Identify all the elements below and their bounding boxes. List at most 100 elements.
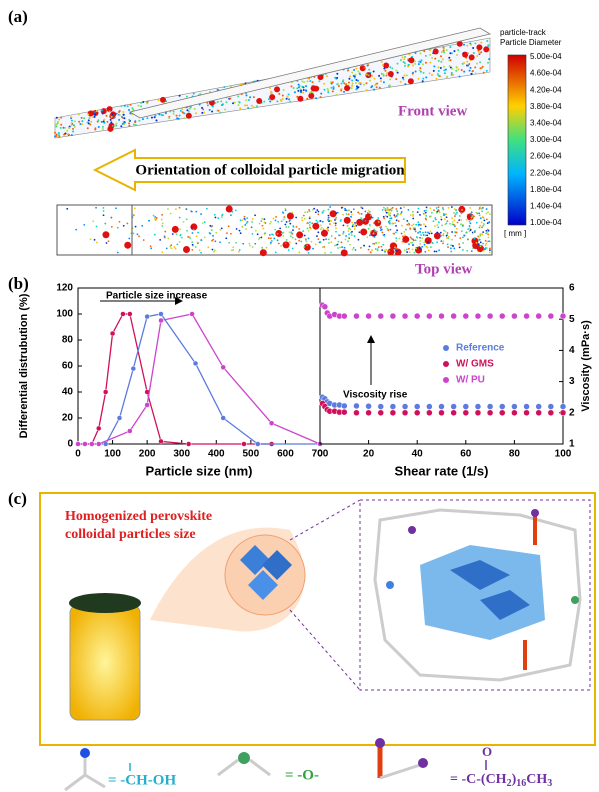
particle <box>416 211 419 213</box>
data-point <box>559 312 567 320</box>
particle <box>488 58 491 61</box>
particle <box>410 241 412 244</box>
data-point <box>462 403 470 410</box>
particle <box>469 66 472 69</box>
particle <box>373 234 376 237</box>
particle <box>417 63 420 66</box>
particle <box>335 227 337 230</box>
particle <box>456 221 459 224</box>
particle <box>477 236 480 239</box>
particle <box>282 241 290 249</box>
particle <box>440 51 443 54</box>
particle <box>116 226 119 229</box>
particle <box>308 217 311 220</box>
data-point <box>95 425 102 432</box>
particle <box>384 214 387 217</box>
particle <box>441 206 444 209</box>
formula-part: = -C-(CH <box>450 772 507 787</box>
particle <box>254 214 257 217</box>
particle <box>176 243 179 246</box>
particle <box>424 234 427 237</box>
particle <box>201 222 204 224</box>
particle <box>219 111 222 114</box>
particle <box>473 237 476 240</box>
data-point <box>486 409 494 417</box>
particle <box>248 242 251 245</box>
y-tick-label: 60 <box>62 361 74 372</box>
particle <box>350 231 352 234</box>
particle <box>327 208 330 211</box>
particle <box>370 86 373 89</box>
bond <box>249 758 271 777</box>
particle <box>394 246 396 249</box>
particle <box>476 55 479 58</box>
particle <box>441 58 444 61</box>
particle <box>353 228 356 230</box>
particle <box>237 95 240 98</box>
particle <box>277 242 280 245</box>
particle <box>460 219 463 221</box>
particle <box>289 235 292 238</box>
particle <box>251 233 254 235</box>
colorbar-label: 1.40e-04 <box>530 202 562 211</box>
particle <box>105 242 108 244</box>
particle <box>445 216 448 219</box>
particle <box>276 232 279 235</box>
particle <box>171 233 174 235</box>
particle <box>285 221 288 223</box>
particle <box>419 214 421 216</box>
particle <box>443 218 446 221</box>
particle <box>57 120 60 123</box>
particle <box>408 57 415 64</box>
particle <box>479 241 482 244</box>
data-point <box>547 312 555 320</box>
particle <box>487 44 490 47</box>
particle <box>256 98 263 105</box>
particle <box>259 249 267 257</box>
particle <box>485 208 488 210</box>
particle <box>160 113 163 116</box>
particle <box>395 208 398 210</box>
data-point <box>127 311 133 317</box>
particle <box>161 222 164 225</box>
particle <box>443 51 446 54</box>
particle <box>186 109 189 112</box>
particle <box>122 113 125 116</box>
particle <box>474 230 477 232</box>
particle <box>351 79 354 82</box>
x-tick-label: 200 <box>139 449 156 460</box>
particle <box>443 65 446 68</box>
particle <box>423 212 426 215</box>
particle <box>321 246 324 249</box>
particle <box>302 230 305 233</box>
particle <box>138 235 140 238</box>
particle <box>245 222 248 225</box>
particle <box>428 49 431 52</box>
particle <box>440 218 443 221</box>
particle <box>380 72 383 75</box>
particle <box>263 221 266 224</box>
particle <box>225 205 233 213</box>
particle <box>389 212 392 215</box>
data-point <box>413 409 421 417</box>
particle <box>203 236 206 239</box>
data-point <box>158 317 164 324</box>
particle <box>312 222 320 230</box>
data-point <box>499 409 506 417</box>
particle <box>399 207 402 210</box>
particle <box>212 238 215 241</box>
particle <box>167 208 169 210</box>
data-point <box>102 389 109 395</box>
particle <box>329 223 331 225</box>
particle <box>246 220 249 223</box>
particle <box>432 220 435 223</box>
particle <box>352 246 355 249</box>
particle <box>429 61 432 64</box>
particle <box>425 209 428 212</box>
particle <box>348 227 351 230</box>
particle <box>72 130 75 133</box>
particle <box>362 83 365 86</box>
data-point <box>511 403 518 410</box>
particle <box>439 66 442 69</box>
particle <box>348 75 351 78</box>
